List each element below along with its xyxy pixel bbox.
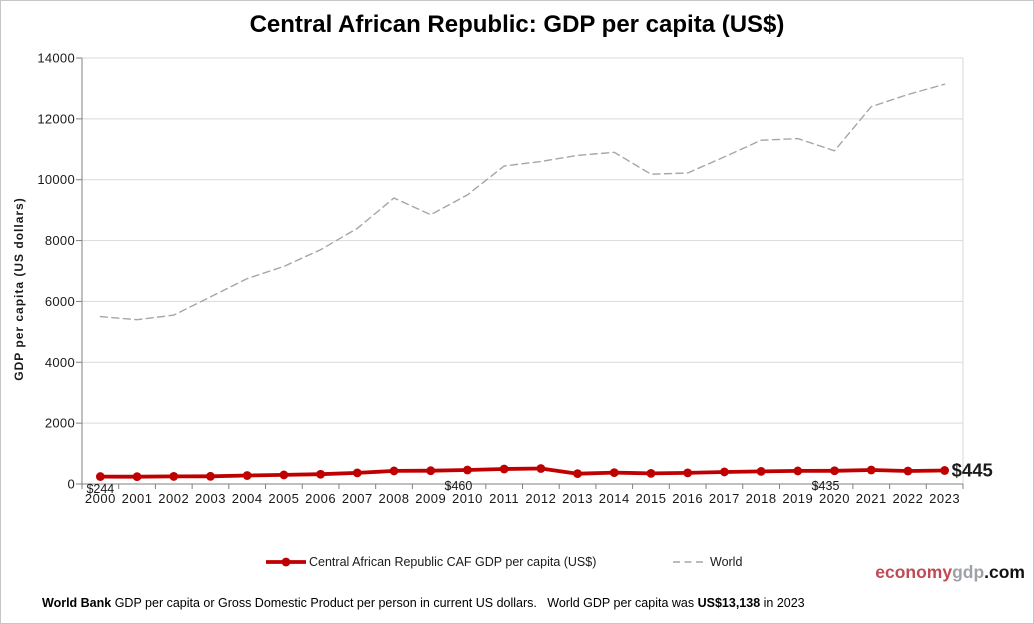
y-tick-label: 10000 bbox=[37, 172, 75, 187]
caf-data-point bbox=[95, 472, 105, 481]
caf-data-point bbox=[793, 466, 803, 476]
x-tick-label: 2022 bbox=[892, 491, 923, 506]
caf-data-point bbox=[352, 468, 362, 478]
world-line bbox=[99, 83, 946, 321]
x-tick-label: 2009 bbox=[415, 491, 446, 506]
legend-item-world: World bbox=[672, 553, 742, 571]
caf-line bbox=[98, 466, 947, 479]
source-note: World Bank GDP per capita or Gross Domes… bbox=[42, 596, 1002, 610]
x-tick-label: 2003 bbox=[195, 491, 226, 506]
caf-line-sample-icon bbox=[266, 557, 306, 567]
legend-caf-label: Central African Republic CAF GDP per cap… bbox=[309, 555, 597, 569]
caf-data-point bbox=[206, 471, 215, 481]
footer-source: World Bank bbox=[42, 596, 112, 610]
caf-data-point bbox=[866, 465, 876, 475]
caf-data-point bbox=[940, 466, 950, 475]
brand-logo: economygdp.com bbox=[875, 562, 1025, 583]
footer-year: in 2023 bbox=[760, 596, 805, 610]
caf-data-point bbox=[169, 472, 179, 481]
x-tick-label: 2020 bbox=[819, 491, 850, 506]
y-tick-label: 6000 bbox=[45, 294, 75, 309]
y-tick-label: 14000 bbox=[37, 51, 75, 66]
caf-data-point bbox=[609, 468, 619, 477]
caf-data-point bbox=[683, 468, 693, 478]
x-tick-label: 2017 bbox=[709, 491, 740, 506]
x-tick-label: 2012 bbox=[525, 491, 556, 506]
x-tick-label: 2021 bbox=[856, 491, 887, 506]
caf-data-point bbox=[536, 464, 546, 473]
x-tick-label: 2013 bbox=[562, 491, 593, 506]
caf-data-point bbox=[316, 469, 326, 479]
x-tick-label: 2015 bbox=[636, 491, 667, 506]
caf-data-point bbox=[646, 469, 656, 478]
caf-data-point bbox=[573, 469, 582, 479]
y-tick-label: 0 bbox=[67, 477, 75, 492]
annotation-2020: $435 bbox=[812, 479, 840, 493]
caf-data-point bbox=[132, 472, 142, 482]
x-tick-label: 2006 bbox=[305, 491, 336, 506]
caf-data-point bbox=[426, 466, 436, 476]
legend-item-caf: Central African Republic CAF GDP per cap… bbox=[265, 553, 596, 571]
x-tick-label: 2000 bbox=[85, 491, 116, 506]
caf-data-point bbox=[719, 467, 729, 477]
x-tick-label: 2008 bbox=[379, 491, 410, 506]
caf-data-point bbox=[499, 464, 509, 474]
x-tick-label: 2011 bbox=[489, 491, 519, 506]
brand-economy: economy bbox=[875, 562, 953, 582]
chart-title: Central African Republic: GDP per capita… bbox=[249, 11, 785, 38]
brand-gdp: gdp bbox=[952, 562, 985, 582]
annotation-2010: $460 bbox=[445, 479, 473, 493]
caf-data-point bbox=[463, 465, 472, 475]
x-tick-label: 2010 bbox=[452, 491, 483, 506]
x-tick-label: 2002 bbox=[158, 491, 189, 506]
x-tick-label: 2004 bbox=[232, 491, 263, 506]
x-tick-label: 2001 bbox=[122, 491, 153, 506]
annotation-2023: $445 bbox=[952, 459, 993, 480]
y-tick-label: 4000 bbox=[45, 355, 75, 370]
annotation-2000: $244 bbox=[86, 482, 114, 496]
caf-data-point bbox=[389, 466, 399, 476]
caf-data-point bbox=[903, 466, 913, 476]
y-axis-title: GDP per capita (US dollars) bbox=[12, 197, 26, 381]
brand-com: .com bbox=[984, 562, 1025, 582]
footer-world-value: US$13,138 bbox=[697, 596, 761, 610]
legend-world-label: World bbox=[710, 555, 743, 569]
caf-data-point bbox=[830, 466, 839, 476]
world-dash-sample-icon bbox=[673, 561, 707, 563]
x-tick-label: 2014 bbox=[599, 491, 630, 506]
x-tick-label: 2007 bbox=[342, 491, 373, 506]
x-tick-label: 2018 bbox=[746, 491, 777, 506]
x-tick-label: 2019 bbox=[782, 491, 813, 506]
x-tick-label: 2005 bbox=[268, 491, 299, 506]
caf-data-point bbox=[242, 471, 252, 480]
x-tick-label: 2016 bbox=[672, 491, 703, 506]
y-tick-label: 8000 bbox=[45, 233, 75, 248]
caf-data-point bbox=[279, 470, 289, 480]
caf-data-point bbox=[756, 467, 766, 476]
y-tick-label: 2000 bbox=[45, 416, 75, 431]
x-tick-label: 2023 bbox=[929, 491, 960, 506]
footer-description: GDP per capita or Gross Domestic Product… bbox=[111, 596, 698, 610]
y-tick-label: 12000 bbox=[37, 111, 75, 126]
